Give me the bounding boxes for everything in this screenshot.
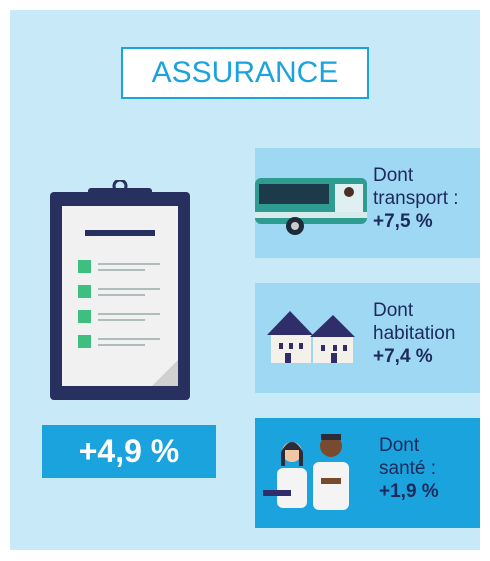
item-value: +1,9 % [379, 481, 439, 502]
total-value: +4,9 % [42, 425, 216, 478]
item-text: Dont santé : +1,9 % [379, 434, 464, 503]
clipboard-illustration [50, 180, 190, 400]
panel-sante: Dont santé : +1,9 % [255, 418, 480, 528]
item-value: +7,5 % [373, 211, 433, 232]
item-label: Dont transport : [373, 165, 459, 209]
panel-habitation: Dont habitation +7,4 % [255, 283, 480, 393]
title: ASSURANCE [121, 47, 369, 99]
item-label: Dont habitation [373, 300, 456, 344]
doctors-illustration [263, 434, 349, 510]
item-text: Dont transport : +7,5 % [373, 164, 485, 233]
item-label: Dont santé : [379, 435, 437, 479]
item-text: Dont habitation +7,4 % [373, 299, 485, 368]
bus-illustration [255, 178, 367, 235]
item-value: +7,4 % [373, 346, 433, 367]
houses-illustration [267, 311, 355, 363]
panel-transport: Dont transport : +7,5 % [255, 148, 480, 258]
